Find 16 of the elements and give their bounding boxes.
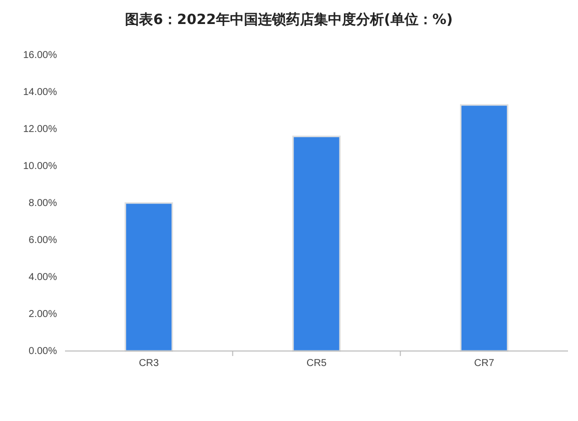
y-tick-label: 8.00%: [28, 198, 58, 210]
x-tick-label: CR5: [306, 358, 327, 370]
y-tick-label: 0.00%: [28, 346, 58, 358]
x-tick-label: CR7: [474, 358, 495, 370]
y-tick-label: 10.00%: [23, 161, 58, 172]
y-tick-label: 12.00%: [23, 124, 58, 136]
y-tick-label: 6.00%: [28, 235, 58, 246]
y-tick-label: 4.00%: [28, 272, 58, 284]
chart-title: 图表6：2022年中国连锁药店集中度分析(单位：%): [125, 11, 453, 28]
bar: [460, 104, 508, 352]
x-tick-label: CR3: [138, 358, 160, 370]
bar: [124, 202, 174, 352]
y-tick-label: 2.00%: [28, 309, 58, 320]
bar: [292, 136, 341, 352]
y-tick-label: 14.00%: [23, 87, 58, 98]
y-tick-label: 16.00%: [23, 50, 58, 62]
